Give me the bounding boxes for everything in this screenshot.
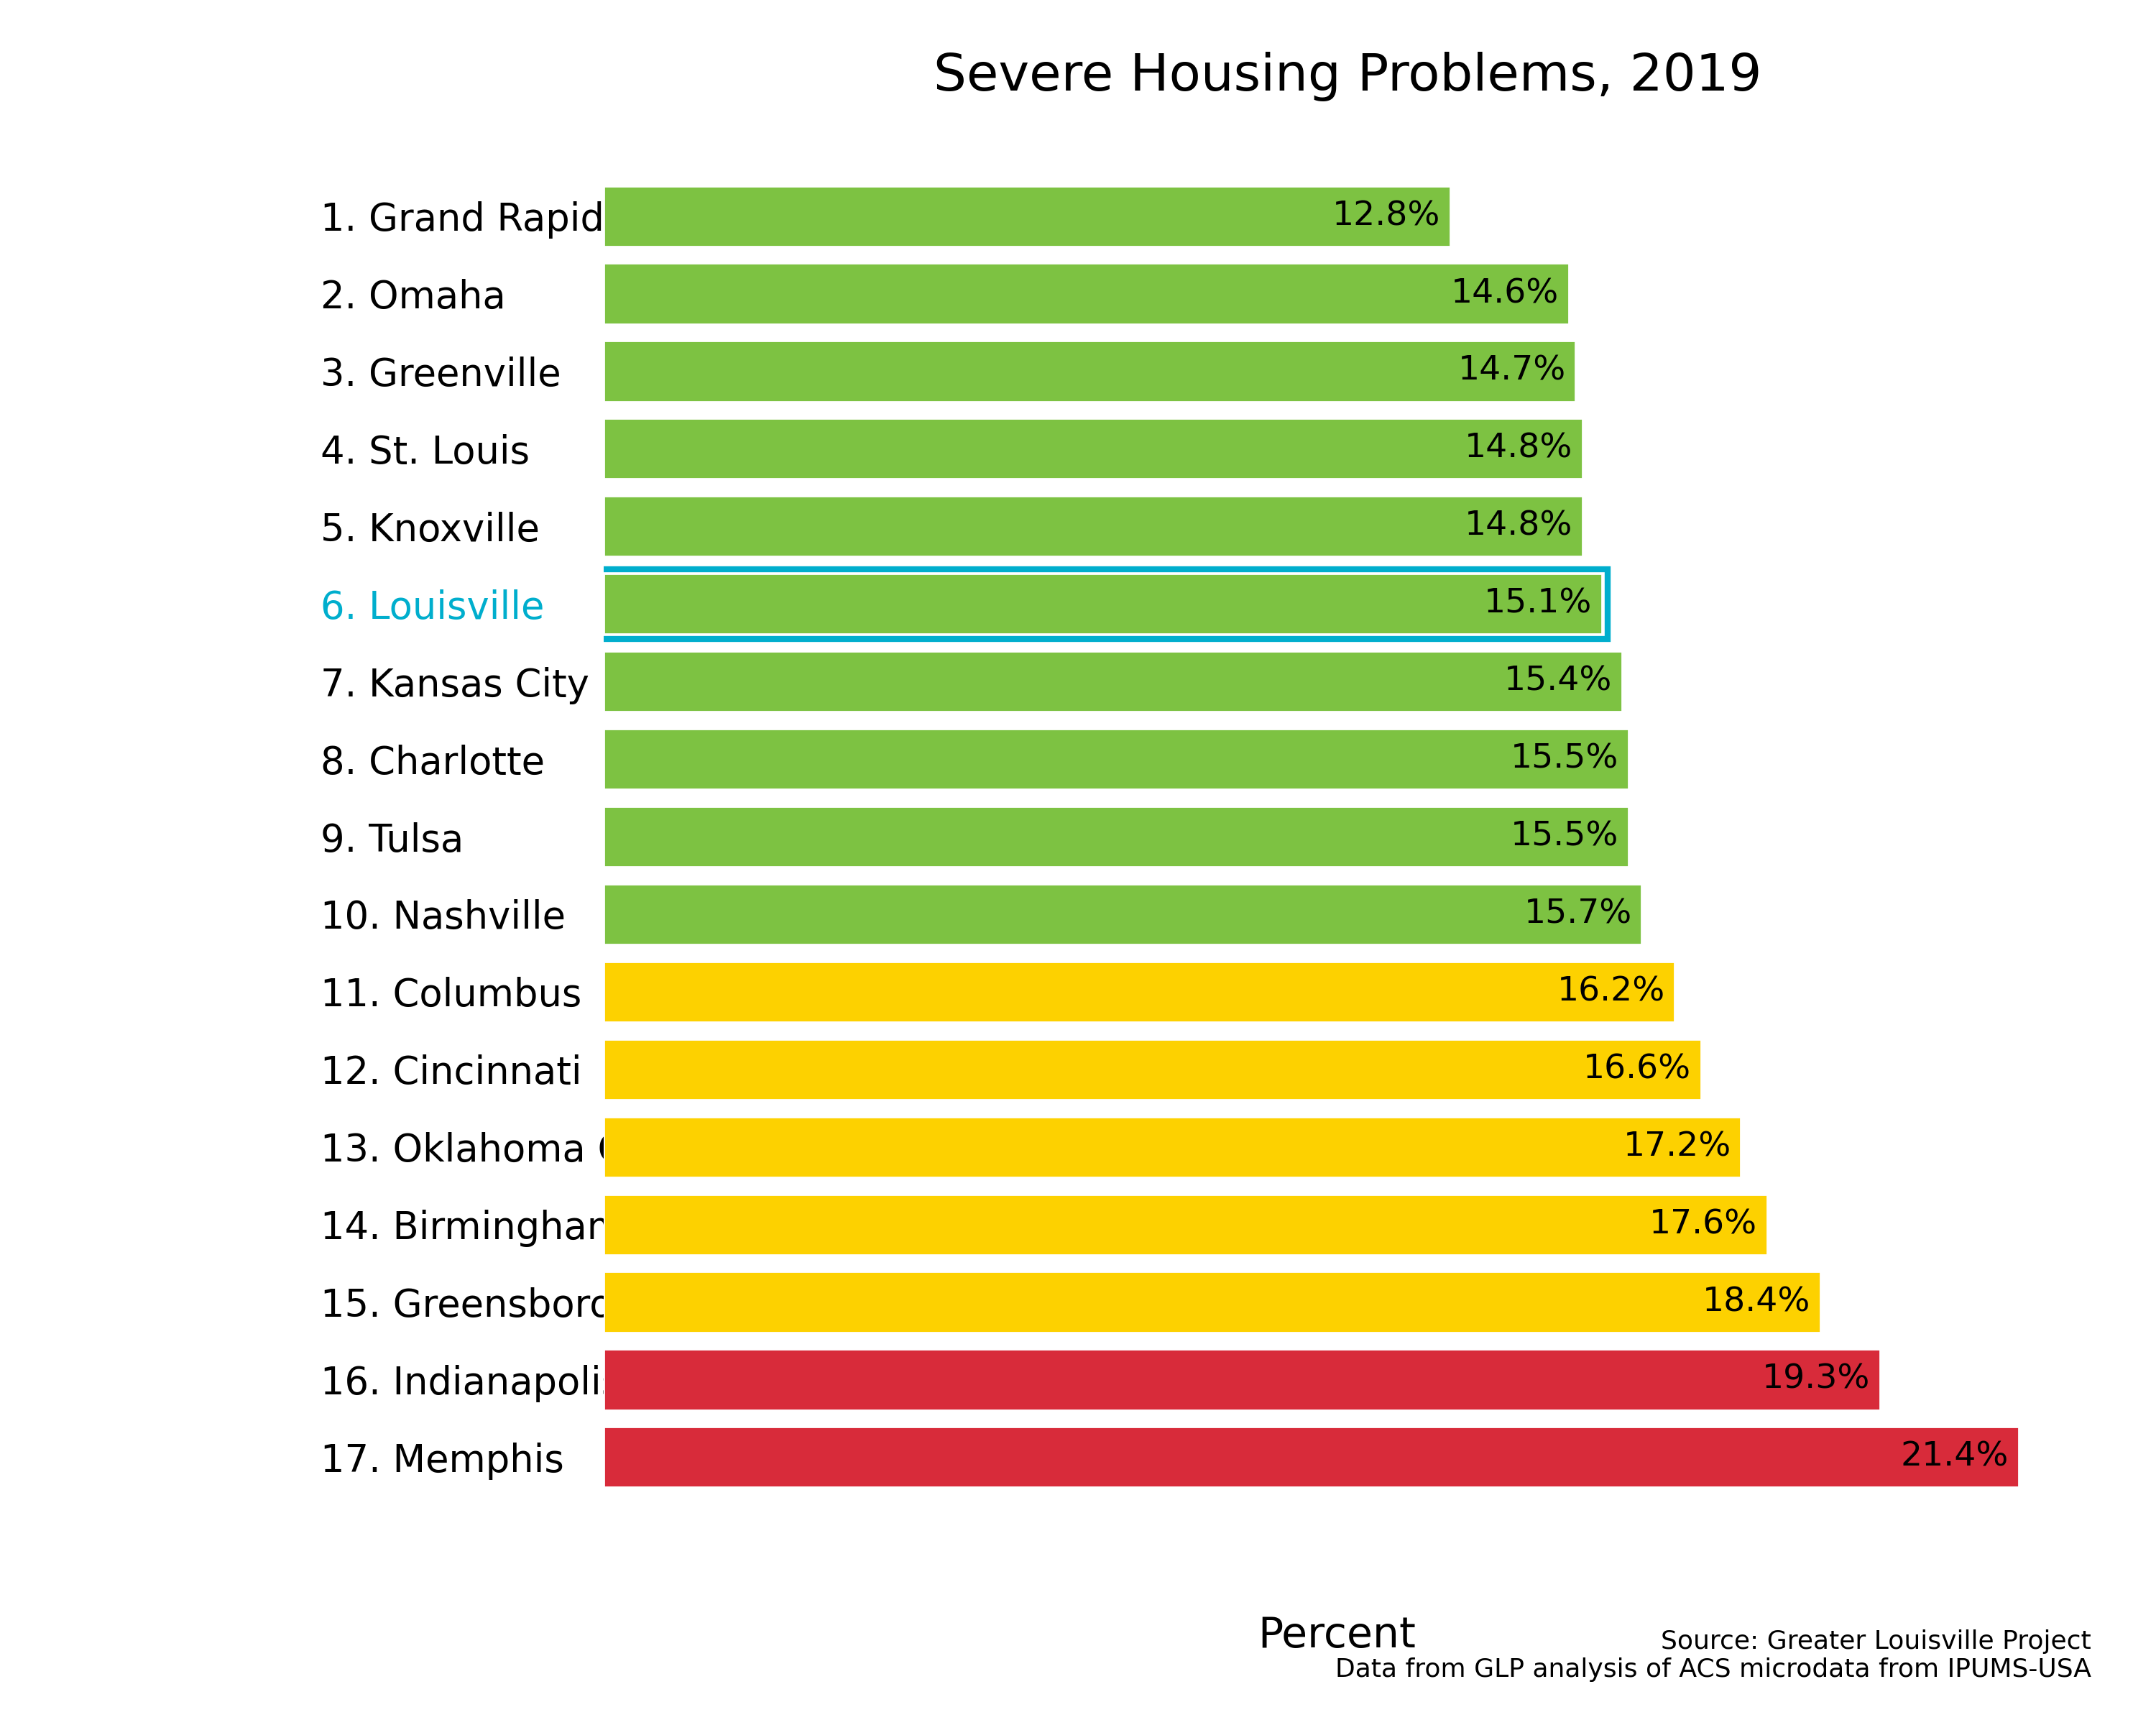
- Text: 15.5%: 15.5%: [1511, 743, 1619, 775]
- Text: 15.5%: 15.5%: [1511, 821, 1619, 852]
- Bar: [604, 728, 1628, 790]
- Text: Percent: Percent: [1257, 1615, 1416, 1656]
- Title: Severe Housing Problems, 2019: Severe Housing Problems, 2019: [934, 52, 1761, 102]
- Bar: [604, 1038, 1701, 1099]
- Text: 14.7%: 14.7%: [1457, 355, 1565, 388]
- Text: 17.6%: 17.6%: [1649, 1208, 1757, 1240]
- Bar: [604, 574, 1602, 635]
- Text: 14.6%: 14.6%: [1451, 278, 1559, 310]
- Bar: [604, 419, 1583, 480]
- Bar: [604, 883, 1641, 945]
- Text: 16.6%: 16.6%: [1583, 1054, 1690, 1085]
- Text: 18.4%: 18.4%: [1703, 1285, 1811, 1318]
- Text: 14.8%: 14.8%: [1464, 511, 1572, 543]
- Text: 12.8%: 12.8%: [1332, 200, 1440, 233]
- Bar: [599, 569, 1608, 638]
- Text: 16.2%: 16.2%: [1557, 976, 1664, 1007]
- Text: 15.7%: 15.7%: [1524, 899, 1632, 930]
- Text: 15.1%: 15.1%: [1483, 588, 1591, 619]
- Text: 17.2%: 17.2%: [1623, 1130, 1731, 1163]
- Bar: [604, 497, 1583, 557]
- Text: 19.3%: 19.3%: [1761, 1363, 1869, 1396]
- Bar: [604, 186, 1451, 247]
- Bar: [604, 1116, 1740, 1176]
- Bar: [604, 342, 1576, 402]
- Bar: [604, 1427, 2018, 1487]
- Bar: [604, 961, 1675, 1021]
- Bar: [604, 1271, 1820, 1332]
- Text: 15.4%: 15.4%: [1505, 666, 1613, 697]
- Bar: [604, 1194, 1768, 1254]
- Text: 21.4%: 21.4%: [1902, 1440, 2009, 1473]
- Bar: [604, 652, 1621, 712]
- Text: 14.8%: 14.8%: [1464, 433, 1572, 466]
- Bar: [604, 806, 1628, 868]
- Bar: [604, 264, 1570, 324]
- Text: Source: Greater Louisville Project
Data from GLP analysis of ACS microdata from : Source: Greater Louisville Project Data …: [1335, 1628, 2091, 1682]
- Bar: [604, 1349, 1880, 1409]
